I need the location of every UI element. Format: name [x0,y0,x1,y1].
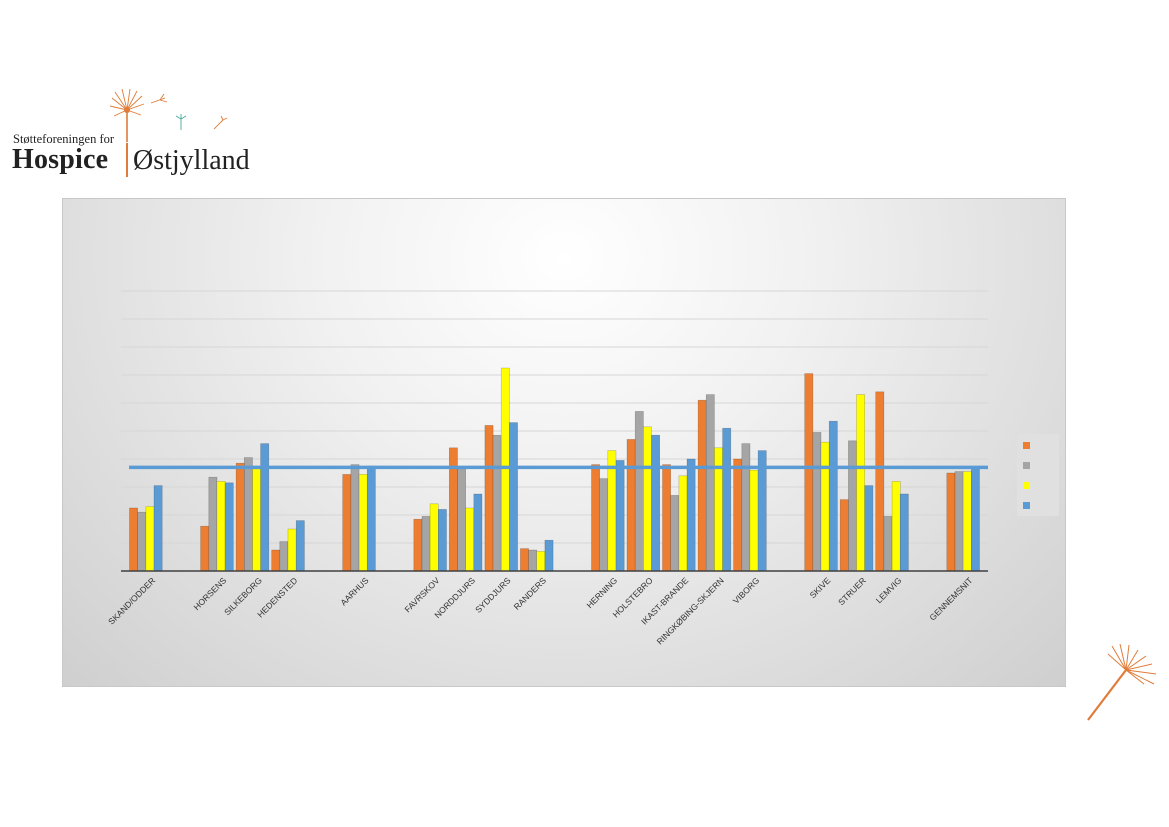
bar-aarhus-series-2 [350,464,360,572]
bar-syddjurs-series-2 [492,434,502,572]
bar-holstebro-series-1 [626,439,636,572]
bar-norddjurs-series-2 [457,468,466,572]
bar-hedensted-series-2 [279,541,289,572]
bar-viborg-series-2 [741,443,751,572]
bar-horsens-series-1 [200,525,210,572]
bar-lemvig-series-3 [891,481,901,572]
bar-ringk-bing-skjern-series-4 [722,427,732,572]
chart-legend [1017,434,1059,516]
bar-aarhus-series-4 [366,465,376,572]
bar-favrskov-series-4 [437,509,447,572]
chart-area: SKAND/ODDER HORSENS SILKEBORG HEDENSTED AARH… [62,198,1066,687]
legend-swatch [1023,442,1030,449]
x-tick-label: LEMVIG [874,575,904,605]
bar-ikast-brande-series-2 [670,495,680,572]
bar-lemvig-series-2 [883,516,893,572]
x-tick-label: SYDDJURS [473,575,513,615]
bar-skive-series-4 [828,420,838,572]
bar-viborg-series-3 [749,469,759,572]
bar-silkeborg-series-4 [260,443,270,572]
bar-struer-series-3 [856,394,865,572]
bar-silkeborg-series-1 [235,462,245,572]
legend-item [1023,439,1057,453]
logo-name-hospice: Hospice [12,144,109,175]
legend-item [1023,479,1057,493]
x-tick-label: AARHUS [338,575,370,607]
bar-skand-odder-series-2 [137,511,147,572]
bar-silkeborg-series-3 [252,468,261,572]
dandelion-logo-icon [109,88,228,142]
bar-gennemsnit-series-2 [954,471,964,572]
bar-holstebro-series-4 [651,434,660,572]
bar-holstebro-series-3 [642,426,652,572]
bar-viborg-series-1 [733,458,743,572]
bar-ikast-brande-series-1 [662,464,671,572]
bar-randers-series-2 [528,549,538,572]
x-tick-label: STRUER [836,575,868,607]
bar-skive-series-1 [804,373,814,572]
bar-skive-series-3 [820,441,830,572]
bar-ringk-bing-skjern-series-2 [705,394,715,572]
bar-skand-odder-series-3 [145,506,155,572]
bar-skive-series-2 [812,432,822,572]
x-tick-label: SKAND/ODDER [106,575,157,626]
bar-struer-series-2 [848,440,857,572]
bar-randers-series-3 [536,551,546,572]
bar-hedensted-series-4 [295,520,305,572]
bar-favrskov-series-3 [429,503,439,572]
bar-hedensted-series-1 [271,549,281,572]
legend-swatch [1023,462,1030,469]
bar-syddjurs-series-3 [500,367,510,572]
bar-ikast-brande-series-3 [678,475,688,572]
logo-divider [126,143,128,177]
bar-gennemsnit-series-4 [970,468,980,572]
bar-skand-odder-series-1 [129,507,138,572]
bar-ikast-brande-series-4 [686,458,696,572]
hospice-logo: Støtteforeningen for Hospice Østjylland [10,88,280,183]
bar-skand-odder-series-4 [153,485,163,572]
bar-horsens-series-4 [224,482,234,572]
bar-favrskov-series-1 [413,518,423,572]
bar-hedensted-series-3 [287,528,297,572]
x-tick-label: VIBORG [731,575,761,605]
logo-tagline: Støtteforeningen for [13,132,115,146]
x-tick-label: RANDERS [512,575,549,612]
bar-norddjurs-series-4 [473,493,483,572]
bar-lemvig-series-4 [899,493,909,572]
bar-favrskov-series-2 [421,516,431,572]
bar-herning-series-2 [599,478,609,572]
x-tick-label: SKIVE [808,575,833,600]
bar-randers-series-4 [544,539,554,572]
bar-syddjurs-series-4 [509,422,518,572]
legend-item [1023,459,1057,473]
logo-name-region: Østjylland [133,145,250,176]
bar-silkeborg-series-2 [244,457,253,572]
bar-struer-series-1 [839,499,849,572]
bar-gennemsnit-series-1 [946,472,956,572]
legend-swatch [1023,482,1030,489]
bar-aarhus-series-3 [358,474,368,572]
x-tick-label: GENNEMSNIT [927,575,974,622]
x-tick-label: RINGKØBING-SKJERN [655,575,726,646]
bar-herning-series-1 [591,464,600,572]
bar-randers-series-1 [520,548,529,572]
bar-norddjurs-series-3 [465,507,475,572]
bar-ringk-bing-skjern-series-1 [697,399,707,572]
bar-gennemsnit-series-3 [962,471,972,572]
bar-horsens-series-2 [208,476,218,572]
legend-swatch [1023,502,1030,509]
bar-herning-series-4 [615,460,625,572]
bar-holstebro-series-2 [634,411,644,572]
bar-lemvig-series-1 [875,391,885,572]
x-tick-label: HERNING [584,575,619,610]
x-tick-label: HORSENS [192,575,229,612]
legend-item [1023,499,1057,513]
bar-struer-series-4 [864,485,874,572]
bar-syddjurs-series-1 [484,425,494,572]
bar-aarhus-series-1 [342,474,352,572]
dandelion-decoration-icon [1087,643,1157,721]
bar-horsens-series-3 [216,481,226,572]
